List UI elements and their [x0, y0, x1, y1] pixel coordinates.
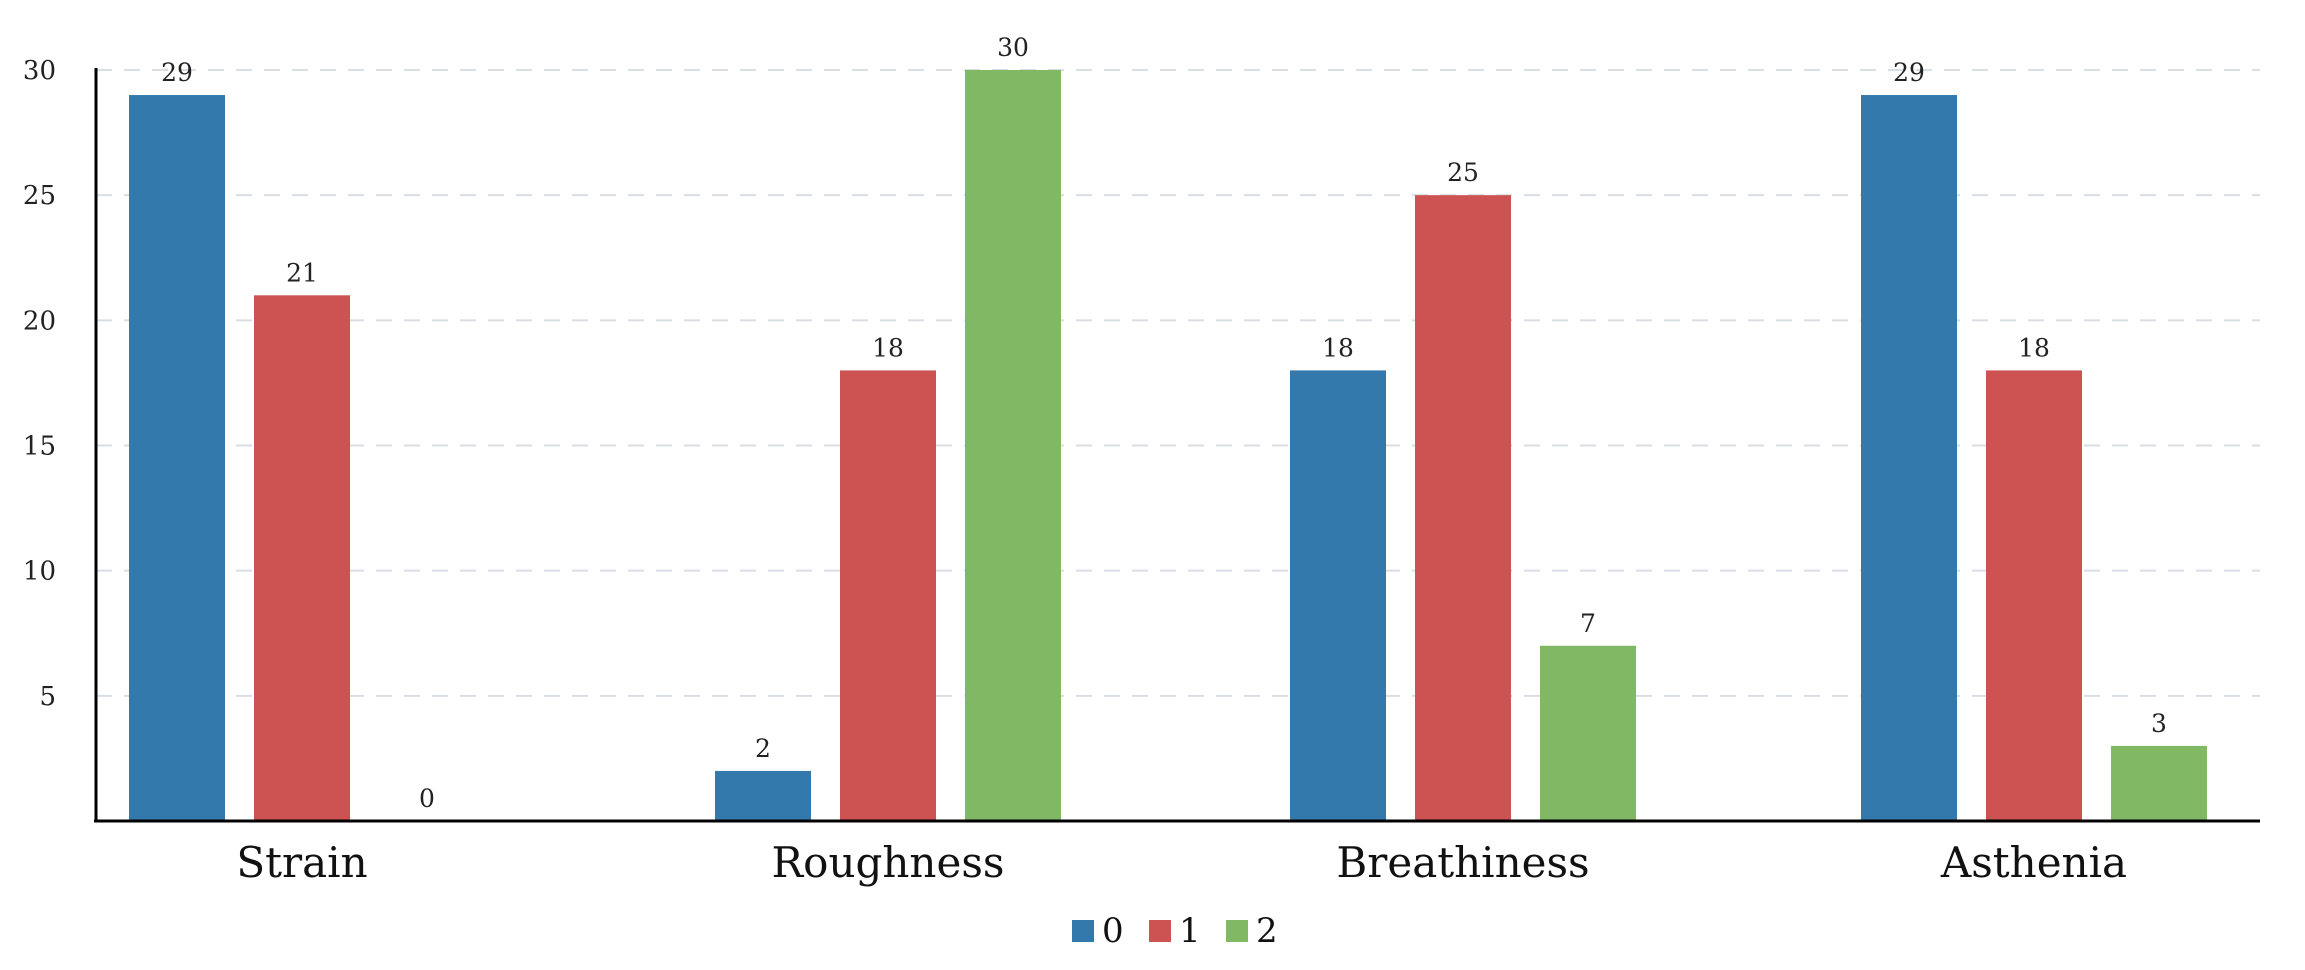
legend-label: 1: [1179, 911, 1201, 951]
bar-asthenia-1: [1986, 370, 2082, 821]
bar-breathiness-2: [1540, 645, 1636, 821]
category-label: Asthenia: [1940, 838, 2127, 887]
y-tick-label: 10: [23, 557, 56, 587]
bar-roughness-1: [840, 370, 936, 821]
data-label: 30: [997, 33, 1029, 62]
data-label: 0: [419, 784, 435, 813]
bar-asthenia-0: [1861, 95, 1957, 822]
data-labels: 29 21 0 2 18 30 18 25 7 29 18 3: [161, 33, 2167, 813]
bar-strain-0: [129, 95, 225, 822]
bar-roughness-0: [715, 770, 811, 821]
y-axis-ticks: 5 10 15 20 25 30: [23, 56, 56, 712]
bar-roughness-2: [965, 70, 1061, 821]
data-label: 18: [1322, 333, 1354, 362]
y-tick-label: 30: [23, 56, 56, 86]
data-label: 7: [1580, 609, 1596, 638]
data-label: 18: [872, 333, 904, 362]
bar-strain-1: [254, 295, 350, 821]
data-label: 25: [1447, 158, 1479, 187]
y-tick-label: 5: [39, 682, 56, 712]
category-label: Breathiness: [1336, 838, 1589, 887]
x-axis-categories: Strain Roughness Breathiness Asthenia: [236, 838, 2127, 887]
data-label: 21: [286, 258, 318, 287]
data-label: 2: [755, 734, 771, 763]
legend-label: 2: [1256, 911, 1278, 951]
category-label: Roughness: [772, 838, 1005, 887]
data-label: 29: [161, 58, 193, 87]
legend-swatch-0: [1072, 920, 1094, 942]
y-tick-label: 20: [23, 306, 56, 336]
data-label: 3: [2151, 709, 2167, 738]
legend: 0 1 2: [1072, 911, 1278, 951]
legend-swatch-2: [1226, 920, 1248, 942]
bar-breathiness-0: [1290, 370, 1386, 821]
bar-breathiness-1: [1415, 195, 1511, 821]
bars: [129, 70, 2207, 822]
bar-asthenia-2: [2111, 745, 2207, 821]
y-tick-label: 25: [23, 181, 56, 211]
y-tick-label: 15: [23, 432, 56, 462]
legend-label: 0: [1102, 911, 1124, 951]
data-label: 18: [2018, 333, 2050, 362]
legend-swatch-1: [1149, 920, 1171, 942]
data-label: 29: [1893, 58, 1925, 87]
category-label: Strain: [236, 838, 367, 887]
